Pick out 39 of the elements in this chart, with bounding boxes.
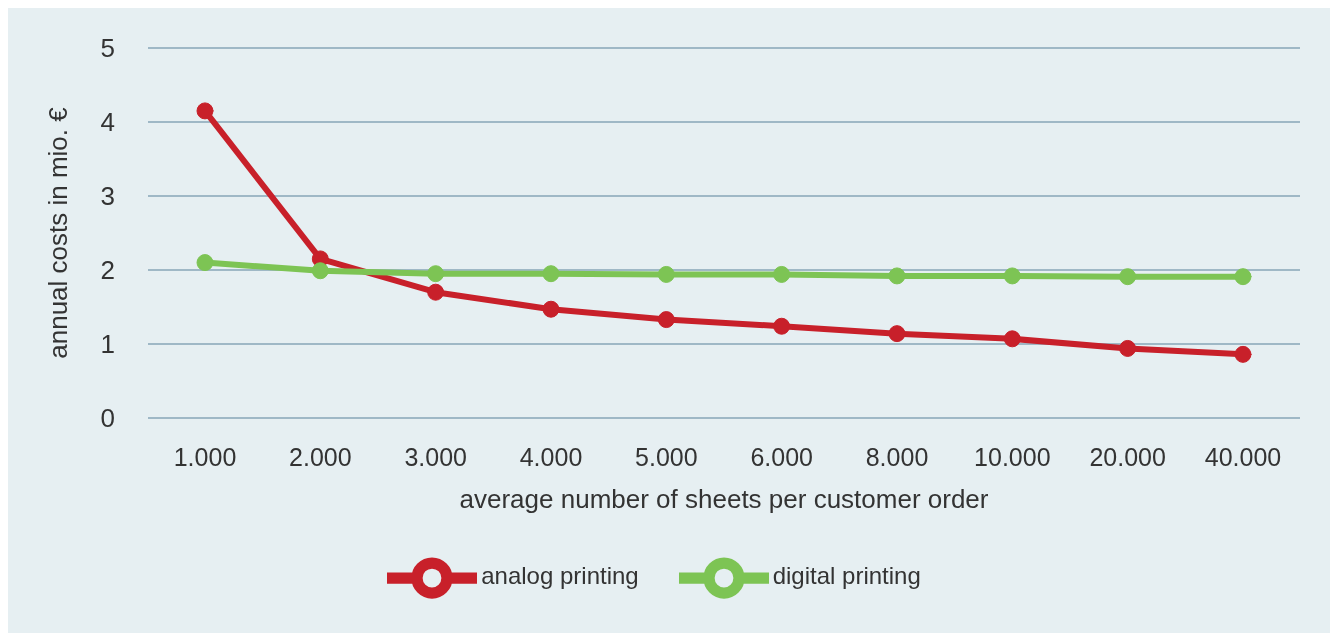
point [773, 317, 791, 335]
point [427, 283, 445, 301]
point [1003, 330, 1021, 348]
point [427, 265, 445, 283]
x-tick-label: 1.000 [173, 442, 237, 471]
y-tick-label: 2 [100, 255, 115, 286]
point [657, 311, 675, 329]
point [657, 265, 675, 283]
legend-label: digital printing [772, 562, 921, 590]
y-tick-label: 3 [100, 181, 115, 212]
x-tick-label: 3.000 [404, 442, 467, 471]
x-tick-label: 20.000 [1089, 442, 1166, 471]
point [196, 254, 214, 272]
x-tick-label: 10.000 [974, 442, 1051, 471]
x-axis-title: average number of sheets per customer order [459, 484, 989, 514]
y-tick-label: 0 [100, 403, 115, 434]
x-tick-label: 6.000 [750, 442, 813, 471]
point [888, 325, 906, 343]
y-tick-label: 1 [100, 329, 115, 360]
point [1234, 268, 1252, 286]
point [1119, 339, 1137, 357]
point [196, 102, 214, 120]
x-tick-label: 40.000 [1204, 442, 1282, 471]
x-tick-label: 5.000 [635, 442, 698, 471]
point [773, 265, 791, 283]
point [1119, 268, 1137, 286]
point [888, 267, 906, 285]
point [542, 300, 560, 318]
point [1234, 345, 1252, 363]
x-tick-label: 4.000 [519, 442, 583, 471]
point [542, 265, 560, 283]
x-tick-label: 8.000 [865, 442, 929, 471]
point [1003, 267, 1021, 285]
y-axis-title: annual costs in mio. € [43, 106, 74, 359]
point [311, 262, 329, 280]
x-tick-label: 2.000 [289, 442, 352, 471]
legend-label: analog printing [481, 562, 639, 590]
y-tick-label: 5 [100, 33, 115, 64]
y-tick-label: 4 [100, 107, 115, 138]
